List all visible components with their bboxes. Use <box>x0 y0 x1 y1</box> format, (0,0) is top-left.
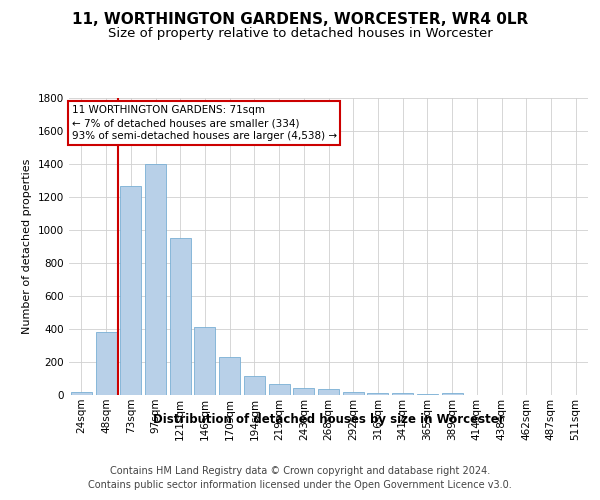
Bar <box>194 327 215 395</box>
Text: Distribution of detached houses by size in Worcester: Distribution of detached houses by size … <box>153 412 505 426</box>
Bar <box>442 392 463 395</box>
Bar <box>417 394 438 395</box>
Bar <box>145 164 166 395</box>
Text: Contains public sector information licensed under the Open Government Licence v3: Contains public sector information licen… <box>88 480 512 490</box>
Text: 11, WORTHINGTON GARDENS, WORCESTER, WR4 0LR: 11, WORTHINGTON GARDENS, WORCESTER, WR4 … <box>72 12 528 28</box>
Bar <box>170 238 191 395</box>
Bar <box>120 186 141 395</box>
Bar <box>318 389 339 395</box>
Bar <box>367 392 388 395</box>
Text: Size of property relative to detached houses in Worcester: Size of property relative to detached ho… <box>107 28 493 40</box>
Bar <box>71 392 92 395</box>
Bar <box>293 388 314 395</box>
Bar <box>343 392 364 395</box>
Text: Contains HM Land Registry data © Crown copyright and database right 2024.: Contains HM Land Registry data © Crown c… <box>110 466 490 476</box>
Bar <box>95 332 116 395</box>
Y-axis label: Number of detached properties: Number of detached properties <box>22 158 32 334</box>
Bar <box>219 356 240 395</box>
Bar <box>269 384 290 395</box>
Text: 11 WORTHINGTON GARDENS: 71sqm
← 7% of detached houses are smaller (334)
93% of s: 11 WORTHINGTON GARDENS: 71sqm ← 7% of de… <box>71 105 337 142</box>
Bar <box>244 376 265 395</box>
Bar <box>392 394 413 395</box>
